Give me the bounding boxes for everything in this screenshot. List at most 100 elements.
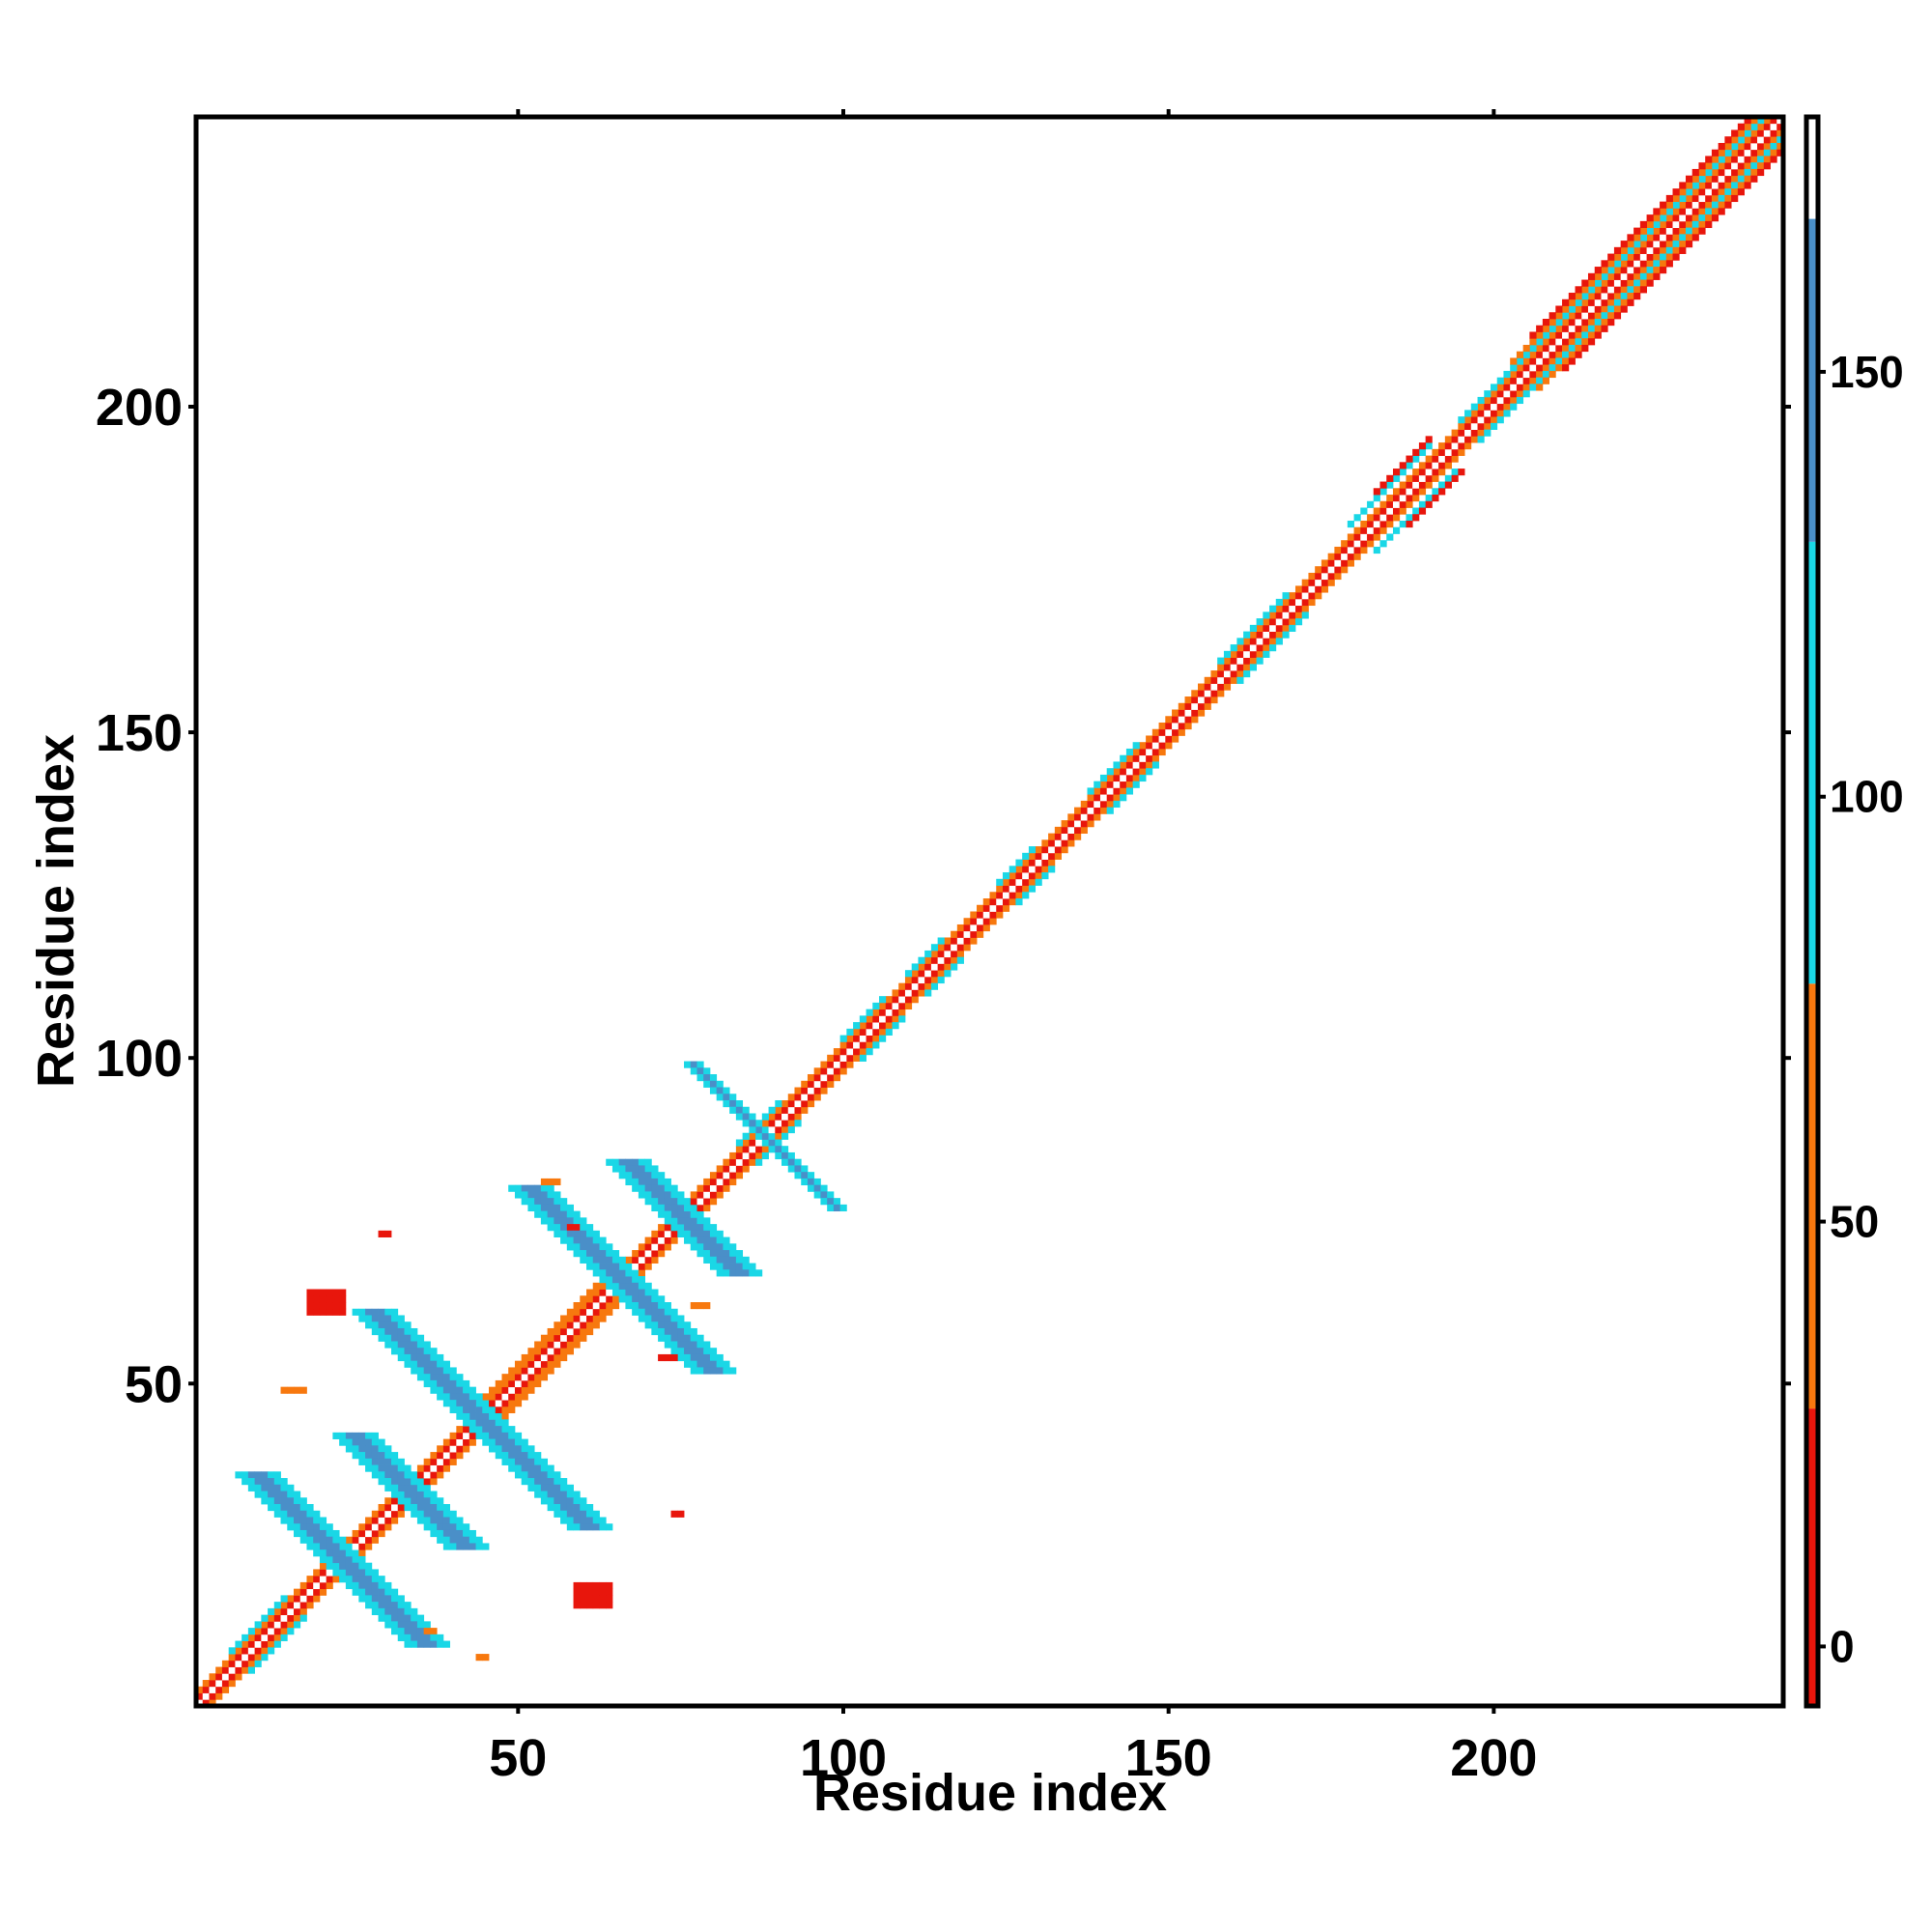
heatmap-cell bbox=[735, 1146, 744, 1153]
heatmap-cell bbox=[352, 1588, 359, 1596]
heatmap-cell bbox=[703, 1080, 711, 1088]
heatmap-cell bbox=[827, 1204, 835, 1212]
heatmap-cell bbox=[1132, 761, 1140, 769]
heatmap-cell bbox=[1341, 559, 1349, 567]
heatmap-cell bbox=[592, 1256, 600, 1264]
heatmap-cell bbox=[1705, 162, 1713, 170]
heatmap-cell bbox=[1607, 312, 1615, 320]
heatmap-cell bbox=[1230, 650, 1237, 658]
heatmap-cell bbox=[1035, 878, 1042, 886]
heatmap-cell bbox=[1386, 514, 1394, 522]
heatmap-cell bbox=[371, 1438, 379, 1446]
heatmap-cell bbox=[729, 1243, 737, 1251]
heatmap-cell bbox=[495, 1419, 502, 1427]
heatmap-cell bbox=[489, 1445, 497, 1453]
heatmap-cell bbox=[1698, 188, 1706, 196]
heatmap-cell bbox=[696, 1198, 704, 1206]
heatmap-cell bbox=[1568, 331, 1576, 339]
heatmap-cell bbox=[235, 1654, 242, 1662]
heatmap-cell bbox=[807, 1184, 815, 1192]
heatmap-cell bbox=[1665, 234, 1673, 242]
heatmap-cell bbox=[586, 1581, 594, 1590]
heatmap-cell bbox=[416, 1517, 425, 1524]
heatmap-cell bbox=[371, 1464, 379, 1472]
heatmap-cell bbox=[1510, 390, 1518, 398]
heatmap-cell bbox=[1022, 859, 1030, 867]
heatmap-cell bbox=[371, 1588, 379, 1596]
heatmap-cell bbox=[709, 1080, 718, 1088]
heatmap-cell bbox=[599, 1315, 607, 1322]
heatmap-cell bbox=[1009, 878, 1016, 886]
heatmap-cell bbox=[1151, 742, 1159, 750]
heatmap-cell bbox=[247, 1478, 255, 1486]
heatmap-cell bbox=[781, 1113, 789, 1121]
heatmap-cell bbox=[404, 1321, 412, 1329]
heatmap-cell bbox=[1015, 892, 1023, 899]
heatmap-cell bbox=[1347, 533, 1354, 541]
heatmap-cell bbox=[580, 1315, 587, 1322]
heatmap-cell bbox=[521, 1191, 528, 1199]
heatmap-cell bbox=[560, 1204, 568, 1212]
heatmap-cell bbox=[254, 1628, 262, 1635]
heatmap-cell bbox=[299, 1510, 307, 1518]
heatmap-cell bbox=[365, 1595, 373, 1603]
heatmap-cell bbox=[716, 1353, 724, 1362]
heatmap-cell bbox=[1321, 559, 1329, 567]
heatmap-cell bbox=[670, 1321, 678, 1329]
heatmap-cell bbox=[430, 1386, 438, 1394]
heatmap-cell bbox=[501, 1445, 509, 1453]
heatmap-cell bbox=[442, 1360, 451, 1368]
heatmap-cell bbox=[261, 1628, 269, 1635]
heatmap-cell bbox=[1373, 507, 1380, 515]
heatmap-cell bbox=[1653, 234, 1661, 242]
heatmap-cell bbox=[442, 1452, 451, 1460]
heatmap-cell bbox=[690, 1198, 697, 1206]
heatmap-cell bbox=[599, 1282, 607, 1290]
heatmap-cell bbox=[586, 1517, 594, 1524]
heatmap-cell bbox=[1744, 149, 1751, 156]
heatmap-cell bbox=[1660, 267, 1667, 274]
heatmap-cell bbox=[547, 1184, 554, 1192]
heatmap-cell bbox=[268, 1497, 275, 1505]
heatmap-cell bbox=[1048, 846, 1056, 854]
heatmap-cell bbox=[397, 1315, 405, 1322]
heatmap-cell bbox=[1080, 800, 1088, 809]
heatmap-cell bbox=[1634, 293, 1641, 300]
heatmap-cell bbox=[384, 1327, 392, 1336]
heatmap-cell bbox=[547, 1367, 554, 1375]
heatmap-cell bbox=[540, 1184, 549, 1192]
heatmap-cell bbox=[644, 1308, 652, 1316]
heatmap-cell bbox=[437, 1517, 444, 1524]
heatmap-cell bbox=[261, 1640, 269, 1648]
heatmap-cell bbox=[709, 1256, 718, 1264]
heatmap-cell bbox=[1028, 872, 1037, 880]
heatmap-cell bbox=[560, 1315, 568, 1322]
heatmap-cell bbox=[1620, 286, 1628, 294]
heatmap-cell bbox=[1613, 253, 1622, 261]
heatmap-cell bbox=[319, 1581, 327, 1590]
heatmap-cell bbox=[951, 956, 958, 964]
heatmap-cell bbox=[430, 1452, 438, 1460]
heatmap-cell bbox=[456, 1374, 464, 1381]
heatmap-cell bbox=[416, 1464, 425, 1472]
heatmap-cell bbox=[1158, 722, 1166, 730]
heatmap-cell bbox=[332, 1536, 340, 1544]
heatmap-cell bbox=[1724, 182, 1732, 189]
heatmap-cell bbox=[703, 1341, 711, 1349]
heatmap-cell bbox=[723, 1178, 730, 1186]
heatmap-cell bbox=[677, 1191, 685, 1199]
heatmap-cell bbox=[1392, 500, 1401, 508]
heatmap-cell bbox=[527, 1184, 535, 1192]
heatmap-cell bbox=[1249, 657, 1257, 665]
heatmap-cell bbox=[684, 1204, 692, 1212]
heatmap-cell bbox=[294, 1607, 301, 1616]
heatmap-cell bbox=[1041, 859, 1049, 867]
heatmap-cell bbox=[371, 1602, 379, 1609]
heatmap-cell bbox=[1724, 188, 1732, 196]
heatmap-cell bbox=[755, 1151, 763, 1160]
y-tick-label: 50 bbox=[125, 1355, 183, 1413]
heatmap-cell bbox=[1711, 156, 1719, 163]
heatmap-cell bbox=[501, 1393, 509, 1401]
heatmap-cell bbox=[306, 1581, 314, 1590]
heatmap-cell bbox=[644, 1321, 652, 1329]
